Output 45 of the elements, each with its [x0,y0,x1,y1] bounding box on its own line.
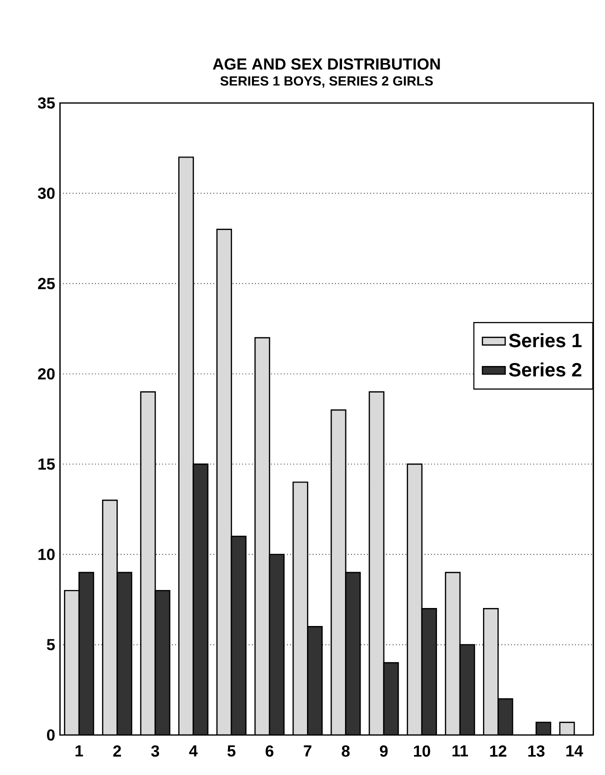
bar [330,409,346,735]
x-tick-label: 5 [227,745,236,757]
y-tick-label: 10 [38,548,55,560]
x-tick-label: 2 [113,745,121,757]
legend-label: Series 2 [509,362,582,377]
x-tick-label: 4 [189,745,198,756]
x-tick-label: 7 [304,745,312,756]
x-tick-label: 8 [342,745,350,757]
y-tick-label: 0 [47,729,55,741]
bar [268,554,285,735]
bar [459,644,476,735]
chart-subtitle: SERIES 1 BOYS, SERIES 2 GIRLS [220,76,433,88]
bar [216,228,232,735]
bar [444,572,461,735]
x-tick-label: 9 [380,745,388,757]
x-tick-label: 3 [151,745,160,757]
x-tick-label: 11 [452,745,468,756]
bar [78,572,94,735]
y-tick-label: 35 [38,97,55,109]
x-tick-label: 12 [490,745,506,757]
y-tick-label: 30 [38,188,55,199]
x-tick-label: 13 [528,745,545,757]
bar [64,590,80,735]
bar [230,536,247,735]
legend-label: Series 1 [509,333,582,348]
x-tick-label: 14 [566,745,584,756]
bar [406,464,423,735]
y-tick-label: 15 [38,458,55,470]
x-tick-label: 10 [414,745,430,757]
y-tick-label: 25 [38,278,55,290]
bar [254,337,270,735]
bar [192,464,208,735]
bar [178,156,194,735]
bar [307,626,323,735]
x-tick-label: 6 [266,745,274,757]
bar [421,608,437,735]
x-tick-label: 1 [76,745,84,756]
y-tick-label: 5 [46,639,55,650]
bar [116,572,132,735]
bar [497,698,514,735]
chart-title: AGE AND SEX DISTRIBUTION [212,58,440,70]
y-tick-label: 20 [38,368,55,380]
bar [292,482,308,735]
bar [368,391,384,735]
bar [483,608,499,735]
